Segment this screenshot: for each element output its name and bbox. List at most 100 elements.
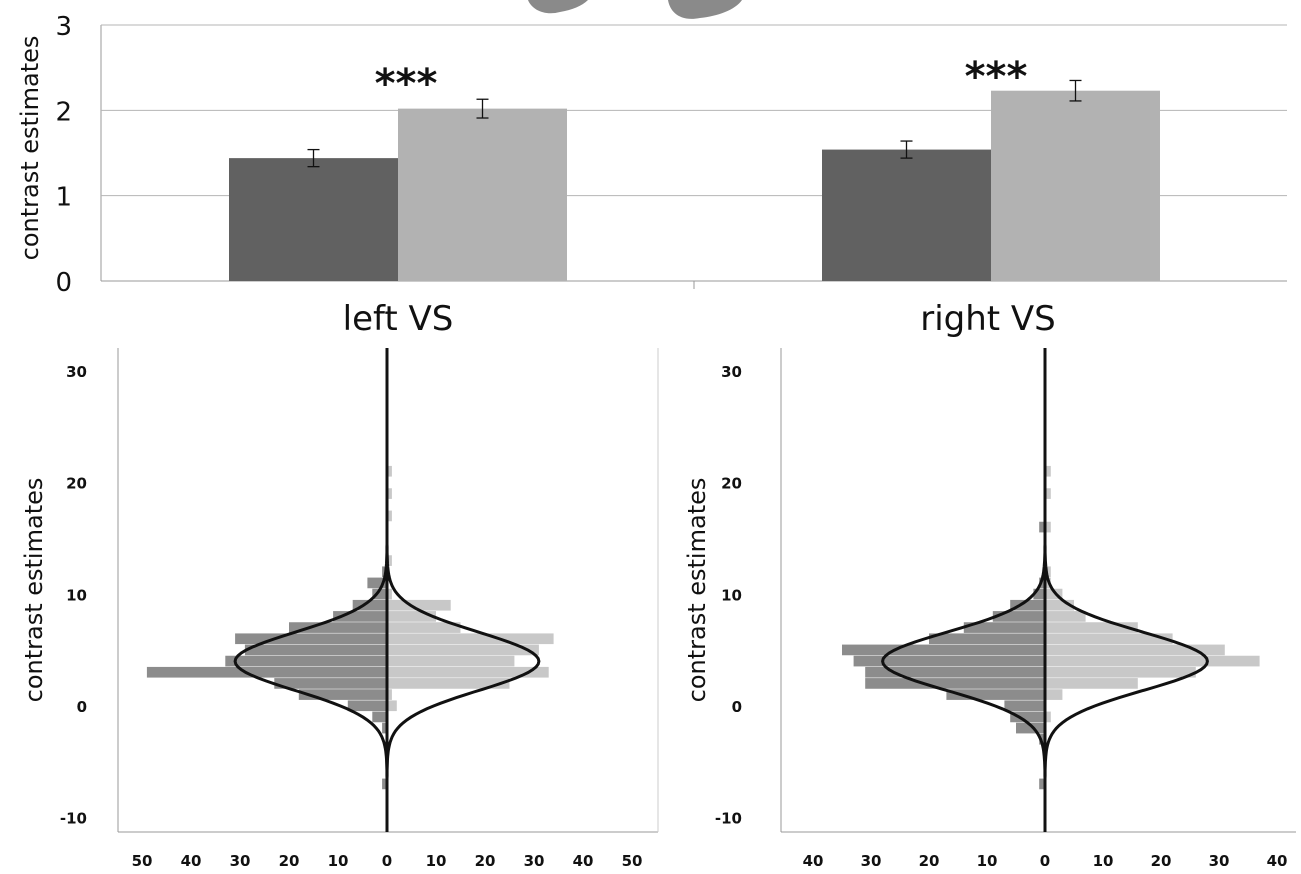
hist-right-bar-left-3 — [865, 666, 1045, 678]
hist-right-bar-left-10 — [1033, 588, 1045, 600]
hist-right-x-tick-7: 30 — [1209, 852, 1230, 870]
hist-left-bar-right-extra-17 — [387, 510, 392, 522]
hist-right-bar-right-10 — [1045, 588, 1063, 600]
hist-left-y-tick--10: -10 — [60, 810, 87, 828]
hist-left-bar-right-10 — [387, 588, 392, 600]
hist-left-bar-right-1 — [387, 689, 392, 700]
hist-left-bar-left-8 — [333, 611, 387, 622]
significance-stars-right: *** — [965, 54, 1028, 100]
hist-left-bar-left--1 — [372, 711, 387, 723]
top-y-tick-0: 0 — [55, 268, 72, 298]
hist-left-bar-left-10 — [372, 588, 387, 600]
hist-right-bar-left--2 — [1016, 722, 1045, 734]
hist-right-bar-right-12 — [1045, 566, 1051, 578]
hist-left-x-tick-0: 50 — [132, 852, 153, 870]
bar-right-vs-series-2 — [991, 90, 1160, 281]
hist-right-bar-left-1 — [946, 689, 1045, 700]
hist-left-bar-right-9 — [387, 599, 451, 611]
hist-right-x-tick-8: 40 — [1267, 852, 1288, 870]
hist-left-x-tick-4: 10 — [328, 852, 349, 870]
hist-left-bar-right-8 — [387, 611, 436, 622]
bar-left-vs-series-2 — [398, 108, 567, 281]
top-y-tick-2: 2 — [55, 97, 72, 127]
hist-left-y-tick-20: 20 — [66, 475, 87, 493]
hist-left-y-axis-label: contrast estimates — [20, 478, 48, 703]
hist-left-x-tick-8: 30 — [524, 852, 545, 870]
hist-right-y-tick-20: 20 — [721, 475, 742, 493]
histogram-right: contrast estimates 30 20 10 0 -10 40 30 20 10 0 1… — [683, 348, 1296, 870]
error-bar-1-1 — [307, 148, 320, 168]
hist-left-bar-left-3 — [146, 666, 387, 678]
hist-left-bar-left-1 — [298, 689, 387, 700]
hist-right-bar-right-9 — [1045, 599, 1074, 611]
hist-left-bar-left-extra--7 — [382, 778, 387, 790]
hist-left-y-tick-10: 10 — [66, 586, 87, 604]
hist-right-x-tick-2: 20 — [919, 852, 940, 870]
hist-left-bar-right-13 — [387, 555, 392, 566]
hist-right-bar-right-2 — [1045, 678, 1138, 689]
hist-right-bar-left-0 — [1004, 700, 1045, 712]
hist-right-bar-right-3 — [1045, 666, 1196, 678]
hist-right-x-tick-4: 0 — [1040, 852, 1050, 870]
hist-right-x-tick-0: 40 — [803, 852, 824, 870]
hist-left-x-tick-6: 10 — [426, 852, 447, 870]
hist-left-x-tick-7: 20 — [475, 852, 496, 870]
hist-left-bar-right-4 — [387, 655, 515, 667]
significance-stars-left: *** — [375, 61, 438, 107]
top-y-tick-3: 3 — [55, 12, 72, 42]
hist-right-bar-right-7 — [1045, 622, 1138, 633]
top-y-tick-1: 1 — [55, 183, 72, 213]
bar-right-vs-series-1 — [822, 149, 991, 281]
top-y-axis-label: contrast estimates — [16, 36, 44, 261]
hist-left-x-tick-5: 0 — [382, 852, 392, 870]
error-bar-2-2 — [1069, 79, 1082, 102]
hist-right-x-tick-6: 20 — [1151, 852, 1172, 870]
hist-right-y-tick--10: -10 — [715, 810, 742, 828]
error-bar-2-1 — [900, 140, 913, 159]
error-bar-1-2 — [476, 98, 489, 119]
hist-right-bar-right-1 — [1045, 689, 1063, 700]
hist-right-bar-left-4 — [853, 655, 1045, 667]
hist-right-bar-left-7 — [963, 622, 1045, 633]
hist-left-bar-right-7 — [387, 622, 461, 633]
hist-right-y-tick-10: 10 — [721, 586, 742, 604]
hist-right-bar-left-2 — [865, 678, 1045, 689]
hist-left-x-tick-3: 20 — [279, 852, 300, 870]
hist-right-y-axis-label: contrast estimates — [683, 478, 711, 703]
hist-left-bar-left-9 — [352, 599, 387, 611]
hist-right-y-tick-0: 0 — [732, 698, 742, 716]
hist-right-bar-right-8 — [1045, 611, 1086, 622]
hist-left-y-tick-30: 30 — [66, 363, 87, 381]
top-bar-chart: contrast estimates 0 1 2 3 left VS right VS… — [16, 12, 1287, 339]
hist-left-x-tick-1: 40 — [181, 852, 202, 870]
hist-left-bar-right-extra-19 — [387, 488, 392, 499]
hist-left-x-tick-9: 40 — [573, 852, 594, 870]
hist-left-bar-right-extra-21 — [387, 465, 392, 477]
hist-left-bar-left-5 — [244, 644, 387, 656]
category-label-right: right VS — [920, 299, 1056, 339]
hist-left-bar-right-6 — [387, 633, 554, 645]
hist-left-bar-left-2 — [274, 678, 387, 689]
hist-left-y-tick-0: 0 — [77, 698, 87, 716]
hist-right-bar-right-extra-21 — [1045, 465, 1051, 477]
hist-right-bar-left-6 — [929, 633, 1045, 645]
hist-left-bar-right-2 — [387, 678, 510, 689]
hist-right-bar-right-4 — [1045, 655, 1260, 667]
hist-right-y-tick-30: 30 — [721, 363, 742, 381]
hist-right-bar-left-5 — [842, 644, 1045, 656]
hist-left-x-tick-2: 30 — [230, 852, 251, 870]
hist-right-bar-left-extra--7 — [1039, 778, 1045, 790]
hist-right-x-tick-5: 10 — [1093, 852, 1114, 870]
hist-right-bar-left--1 — [1010, 711, 1045, 723]
hist-left-bar-left-11 — [367, 577, 387, 589]
hist-right-x-tick-3: 10 — [977, 852, 998, 870]
hist-left-bar-right-0 — [387, 700, 397, 712]
hist-right-bar-right-5 — [1045, 644, 1225, 656]
hist-right-bar-right-extra-19 — [1045, 488, 1051, 499]
hist-left-bar-left-4 — [225, 655, 387, 667]
hist-right-x-tick-1: 30 — [861, 852, 882, 870]
hist-left-bar-left-7 — [289, 622, 387, 633]
hist-left-bar-left--2 — [382, 722, 387, 734]
hist-right-bar-right-extra-16 — [1045, 521, 1051, 533]
